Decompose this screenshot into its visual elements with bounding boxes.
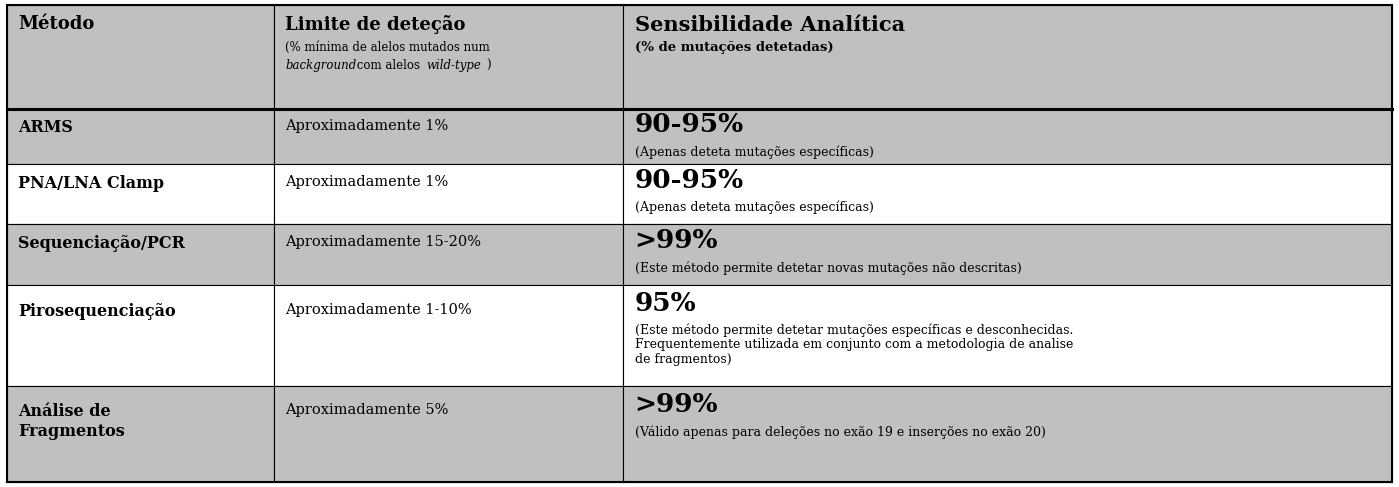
Text: background: background: [285, 59, 357, 72]
Text: (Apenas deteta mutações específicas): (Apenas deteta mutações específicas): [635, 201, 873, 214]
Text: Limite de deteção: Limite de deteção: [285, 15, 466, 34]
Bar: [624, 109, 1392, 164]
Bar: [7, 284, 274, 386]
Text: 95%: 95%: [635, 291, 697, 316]
Text: 90-95%: 90-95%: [635, 112, 744, 137]
Text: (% mínima de alelos mutados num: (% mínima de alelos mutados num: [285, 40, 490, 54]
Bar: [274, 164, 624, 225]
Bar: [274, 225, 624, 284]
Text: ): ): [485, 59, 490, 72]
Text: Frequentemente utilizada em conjunto com a metodologia de analise: Frequentemente utilizada em conjunto com…: [635, 338, 1073, 352]
Text: (Apenas deteta mutações específicas): (Apenas deteta mutações específicas): [635, 146, 873, 159]
Bar: [7, 164, 274, 225]
Text: Fragmentos: Fragmentos: [18, 423, 125, 440]
Text: Aproximadamente 1%: Aproximadamente 1%: [285, 175, 449, 189]
Bar: [7, 5, 274, 109]
Bar: [274, 284, 624, 386]
Text: de fragmentos): de fragmentos): [635, 353, 732, 366]
Bar: [274, 109, 624, 164]
Text: Pirosequenciação: Pirosequenciação: [18, 303, 176, 320]
Bar: [624, 284, 1392, 386]
Bar: [624, 225, 1392, 284]
Text: wild-type: wild-type: [427, 59, 481, 72]
Bar: [624, 5, 1392, 109]
Text: Sequenciação/PCR: Sequenciação/PCR: [18, 235, 185, 252]
Text: Aproximadamente 1-10%: Aproximadamente 1-10%: [285, 303, 471, 317]
Text: (% de mutações detetadas): (% de mutações detetadas): [635, 40, 834, 54]
Bar: [274, 5, 624, 109]
Bar: [7, 109, 274, 164]
Text: Aproximadamente 5%: Aproximadamente 5%: [285, 403, 449, 417]
Text: com alelos: com alelos: [353, 59, 424, 72]
Text: >99%: >99%: [635, 392, 718, 417]
Text: ARMS: ARMS: [18, 119, 73, 136]
Text: Sensibilidade Analítica: Sensibilidade Analítica: [635, 15, 905, 35]
Text: 90-95%: 90-95%: [635, 168, 744, 192]
Text: (Válido apenas para deleções no exão 19 e inserções no exão 20): (Válido apenas para deleções no exão 19 …: [635, 425, 1045, 438]
Text: Análise de: Análise de: [18, 403, 111, 420]
Bar: [624, 386, 1392, 482]
Text: Aproximadamente 15-20%: Aproximadamente 15-20%: [285, 235, 481, 249]
Text: Método: Método: [18, 15, 95, 33]
Text: PNA/LNA Clamp: PNA/LNA Clamp: [18, 175, 164, 192]
Bar: [624, 164, 1392, 225]
Text: (Este método permite detetar novas mutações não descritas): (Este método permite detetar novas mutaç…: [635, 261, 1021, 275]
Bar: [7, 386, 274, 482]
Bar: [274, 386, 624, 482]
Bar: [7, 225, 274, 284]
Text: (Este método permite detetar mutações específicas e desconhecidas.: (Este método permite detetar mutações es…: [635, 324, 1073, 337]
Text: >99%: >99%: [635, 228, 718, 253]
Text: Aproximadamente 1%: Aproximadamente 1%: [285, 119, 449, 133]
